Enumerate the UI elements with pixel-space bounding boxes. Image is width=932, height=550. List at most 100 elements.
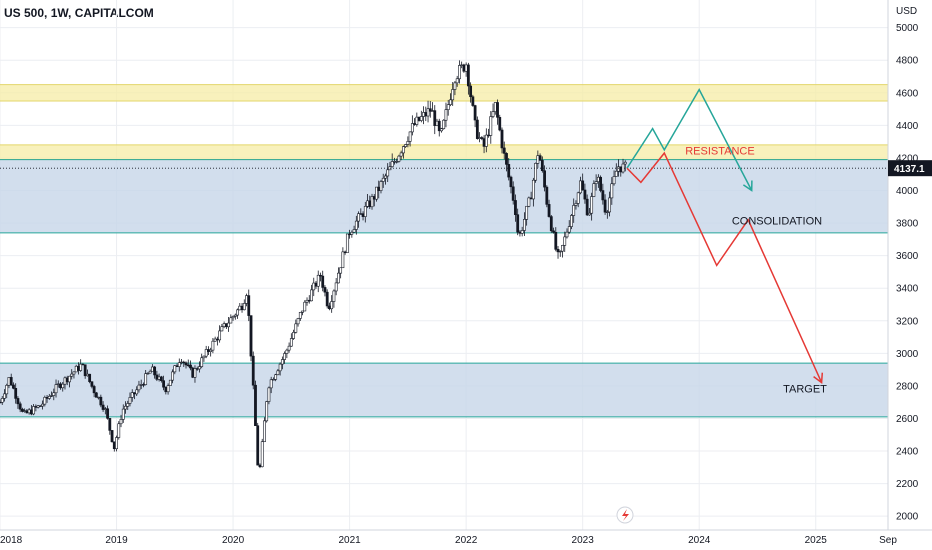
candle-down	[585, 198, 589, 216]
candle-down	[155, 374, 159, 380]
x-tick-label: 2022	[455, 535, 478, 546]
candle-up	[292, 332, 295, 339]
candle-up	[86, 373, 89, 377]
candle-up	[592, 183, 596, 197]
candle-down	[413, 123, 416, 125]
candle-up	[534, 163, 538, 181]
candle-up	[426, 108, 430, 117]
candle-down	[361, 213, 365, 217]
candle-up	[128, 397, 132, 404]
candle-up	[202, 355, 206, 359]
candle-up	[3, 393, 6, 399]
candle-up	[435, 120, 439, 126]
candle-down	[195, 368, 199, 370]
y-tick-label: 4200	[896, 153, 919, 164]
y-tick-label: 4400	[896, 121, 919, 132]
candle-down	[184, 362, 188, 366]
candle-up	[399, 152, 403, 157]
candle-up	[408, 131, 412, 142]
candle-up	[617, 166, 620, 172]
candle-up	[370, 196, 374, 208]
candle-up	[401, 146, 405, 154]
candle-up	[464, 64, 468, 72]
candle-up	[72, 371, 76, 375]
candle-down	[511, 186, 515, 201]
candle-down	[314, 282, 318, 287]
candle-up	[0, 398, 4, 403]
candle-up	[379, 181, 383, 191]
y-tick-label: 2800	[896, 381, 919, 392]
x-tick-label: 2024	[688, 535, 711, 546]
candle-down	[543, 170, 546, 188]
candle-up	[458, 65, 461, 80]
candle-up	[103, 408, 107, 410]
candle-down	[507, 164, 511, 178]
candle-down	[471, 96, 475, 106]
candle-down	[482, 138, 486, 147]
candle-up	[446, 104, 450, 110]
candle-up	[278, 363, 282, 372]
candle-down	[437, 120, 441, 132]
candle-down	[433, 110, 437, 126]
candle-down	[424, 112, 428, 117]
candle-up	[431, 110, 434, 112]
candle-down	[16, 398, 20, 405]
candle-up	[7, 377, 11, 386]
candle-down	[153, 366, 157, 376]
candle-up	[294, 323, 298, 333]
candle-up	[610, 183, 614, 199]
candle-up	[536, 155, 540, 164]
candle-down	[101, 404, 105, 410]
candle-down	[0, 401, 2, 404]
candle-up	[236, 309, 239, 316]
candle-up	[70, 373, 74, 377]
x-tick-label: 2020	[222, 535, 245, 546]
x-tick-label: 2021	[338, 535, 361, 546]
candle-up	[227, 322, 230, 328]
candle-up	[415, 116, 419, 125]
candle-up	[354, 220, 358, 230]
price-axis-bg	[888, 0, 932, 550]
candle-up	[213, 338, 217, 342]
candle-down	[14, 388, 18, 399]
candle-up	[334, 282, 338, 292]
candle-down	[475, 119, 479, 139]
candle-down	[307, 299, 311, 302]
candle-up	[623, 161, 627, 165]
candle-up	[451, 89, 455, 101]
candle-down	[603, 199, 607, 213]
candle-up	[245, 295, 248, 304]
candle-up	[303, 301, 307, 312]
candle-up	[525, 205, 529, 220]
candle-up	[352, 229, 356, 233]
candle-up	[267, 387, 271, 402]
candle-down	[348, 233, 352, 236]
candle-up	[588, 212, 591, 216]
y-tick-label: 5000	[896, 23, 919, 34]
candle-down	[343, 251, 347, 254]
candle-down	[368, 200, 372, 208]
candle-up	[449, 99, 452, 105]
candle-down	[110, 430, 114, 443]
candle-down	[83, 364, 87, 377]
candle-down	[552, 230, 555, 233]
candle-down	[509, 176, 513, 188]
time-axis-bg	[0, 530, 932, 550]
candle-up	[272, 379, 275, 381]
candle-up	[410, 123, 414, 133]
candle-up	[484, 134, 488, 147]
projection-green-path	[626, 88, 753, 191]
zone-target	[0, 363, 888, 417]
candle-down	[529, 197, 533, 200]
candle-down	[34, 406, 38, 408]
candle-up	[74, 365, 78, 373]
candle-down	[556, 249, 560, 253]
candle-down	[321, 275, 325, 288]
candle-up	[312, 282, 316, 291]
candle-up	[166, 385, 170, 393]
candle-down	[258, 464, 262, 468]
candle-down	[359, 213, 363, 215]
candle-up	[366, 200, 369, 207]
